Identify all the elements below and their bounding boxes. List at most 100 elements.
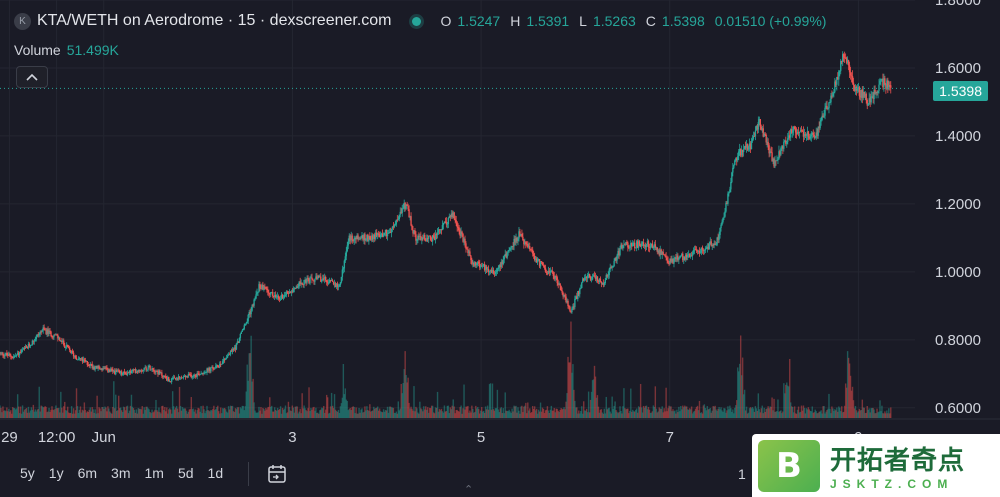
candle-body <box>800 130 803 131</box>
volume-bar <box>2 406 4 418</box>
candle-body <box>516 237 518 241</box>
candle-body <box>179 377 182 379</box>
volume-bar <box>403 369 405 418</box>
candle-body <box>534 258 537 260</box>
volume-bar <box>510 412 512 418</box>
range-button-6m[interactable]: 6m <box>77 465 98 481</box>
candle-body <box>753 135 756 137</box>
volume-bar <box>858 408 861 418</box>
volume-bar <box>418 413 420 418</box>
volume-bar <box>803 407 806 418</box>
volume-bar <box>541 407 544 418</box>
candle-body <box>68 347 71 351</box>
candle-body <box>60 341 62 342</box>
volume-bar <box>239 407 242 418</box>
volume-bar <box>69 412 72 418</box>
candle-body <box>684 257 686 260</box>
volume-bar <box>826 410 828 418</box>
volume-bar <box>142 413 144 418</box>
candle-body <box>355 237 357 240</box>
chevron-up-small-icon[interactable]: ⌃ <box>464 484 474 496</box>
volume-bar <box>477 406 479 418</box>
volume-bar <box>151 409 153 418</box>
calendar-goto-icon[interactable] <box>266 463 288 485</box>
candle-body <box>668 262 670 264</box>
volume-bar <box>884 411 886 418</box>
candle-body <box>885 83 887 89</box>
volume-bar <box>253 402 255 418</box>
volume-bar <box>788 386 790 418</box>
candle-body <box>811 132 813 135</box>
volume-bar <box>502 408 504 418</box>
volume-bar <box>446 405 449 418</box>
candle-body <box>50 331 52 337</box>
volume-bar <box>303 405 305 418</box>
volume-bar <box>417 412 419 418</box>
candle-body <box>325 280 328 283</box>
volume-bar <box>483 412 486 418</box>
timezone-button[interactable]: 1 <box>738 466 746 482</box>
volume-bar <box>261 413 263 418</box>
candle-body <box>317 276 319 280</box>
volume-bar <box>188 409 191 418</box>
volume-bar <box>693 410 696 418</box>
volume-bar <box>468 412 470 418</box>
candle-body <box>849 72 852 76</box>
candle-body <box>484 266 487 271</box>
candle-body <box>41 330 43 332</box>
candle-body <box>299 281 301 285</box>
volume-bar <box>658 407 660 418</box>
candle-body <box>455 220 457 223</box>
candle-body <box>233 347 236 350</box>
range-button-5d[interactable]: 5d <box>177 465 194 481</box>
candle-body <box>351 235 353 240</box>
candle-body <box>602 283 605 285</box>
volume-bar <box>789 358 791 418</box>
candle-body <box>736 158 738 161</box>
volume-bar <box>735 405 737 418</box>
candle-body <box>632 243 634 247</box>
range-button-1y[interactable]: 1y <box>48 465 64 481</box>
range-button-1d[interactable]: 1d <box>207 465 224 481</box>
price-tick-label: 1.6000 <box>935 60 981 77</box>
volume-bar <box>886 410 888 418</box>
candle-body <box>413 230 415 234</box>
candle-body <box>872 96 874 100</box>
ohlc-open-label: O <box>440 13 452 29</box>
volume-bar <box>210 409 212 418</box>
volume-bar <box>441 411 444 418</box>
volume-bar <box>724 408 726 418</box>
candle-body <box>810 134 813 137</box>
volume-bar <box>498 412 501 418</box>
volume-bar <box>118 395 120 418</box>
candle-body <box>603 283 606 285</box>
candle-body <box>842 54 845 58</box>
range-button-1m[interactable]: 1m <box>144 465 164 481</box>
volume-bar <box>372 410 374 418</box>
candle-body <box>505 253 507 258</box>
volume-bar <box>463 384 465 418</box>
volume-bar <box>264 410 266 418</box>
candle-body <box>728 192 730 194</box>
candle-body <box>302 284 304 286</box>
candle-body <box>820 119 822 122</box>
volume-bar <box>72 408 75 418</box>
candle-body <box>81 358 84 362</box>
candle-body <box>685 254 687 260</box>
candle-body <box>409 216 411 218</box>
collapse-legend-button[interactable] <box>16 66 48 88</box>
candle-body <box>679 256 681 259</box>
volume-bar <box>543 413 546 418</box>
candle-body <box>506 252 508 258</box>
candle-body <box>749 143 752 150</box>
volume-bar <box>666 411 668 418</box>
candle-body <box>795 132 798 135</box>
range-button-5y[interactable]: 5y <box>20 465 35 481</box>
candle-body <box>379 234 382 238</box>
volume-bar <box>590 391 593 418</box>
volume-bar <box>158 407 160 418</box>
range-button-3m[interactable]: 3m <box>111 465 131 481</box>
candle-body <box>208 368 210 371</box>
candle-body <box>122 371 125 374</box>
